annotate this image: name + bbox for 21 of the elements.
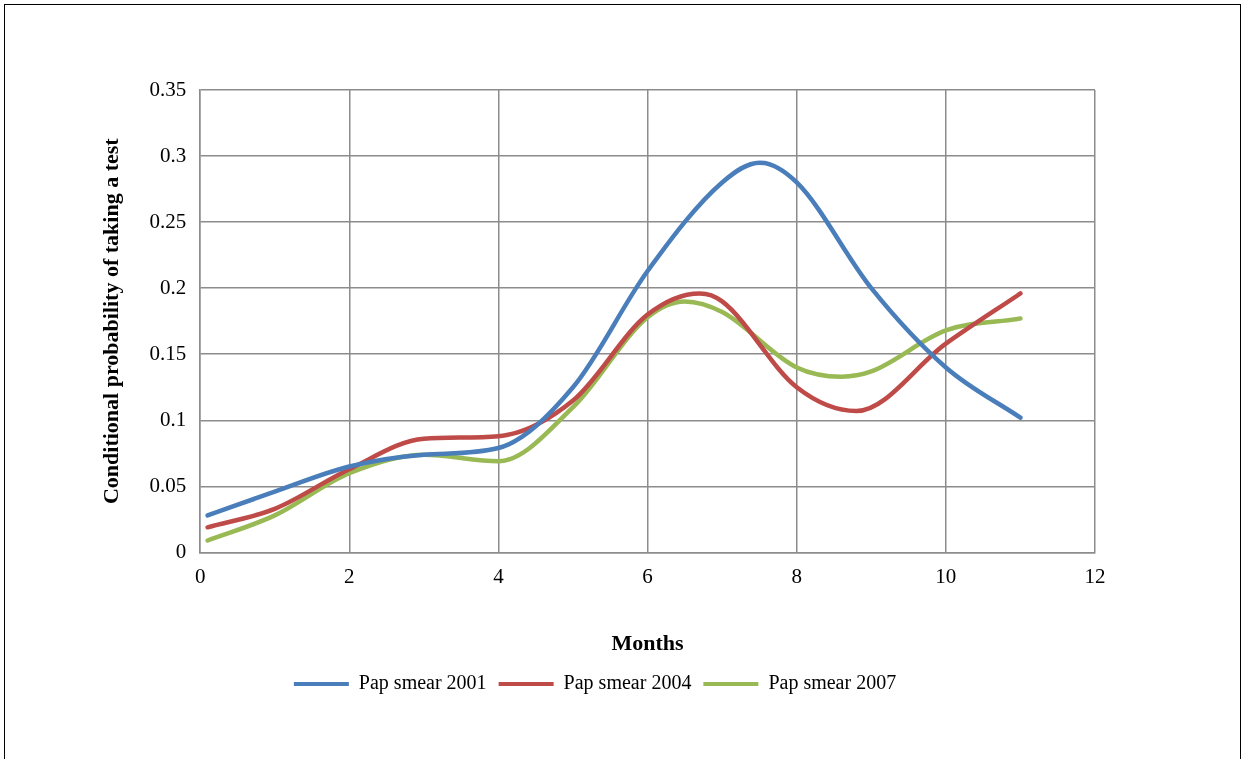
y-tick-label: 0.25: [149, 208, 187, 233]
y-tick-label: 0.2: [159, 274, 187, 299]
y-tick-label: 0: [175, 538, 187, 563]
legend-label: Pap smear 2007: [768, 671, 897, 695]
y-axis-title: Conditional probability of taking a test: [97, 137, 123, 505]
x-tick-label: 8: [791, 563, 802, 588]
line-series: [205, 160, 1023, 518]
x-tick-label: 4: [493, 563, 505, 588]
x-tick-label: 6: [642, 563, 653, 588]
legend-label: Pap smear 2004: [563, 671, 692, 695]
y-tick-label: 0.05: [149, 472, 187, 497]
x-tick-label: 12: [1084, 563, 1106, 588]
y-tick-label: 0.15: [149, 340, 187, 365]
y-tick-label: 0.3: [159, 142, 187, 167]
x-axis-title: Months: [611, 630, 685, 656]
y-tick-label: 0.1: [159, 406, 187, 431]
x-tick-label: 0: [194, 563, 206, 588]
x-tick-label: 10: [935, 563, 957, 588]
legend-label: Pap smear 2001: [358, 671, 487, 695]
y-tick-label: 0.35: [149, 76, 187, 101]
x-tick-label: 2: [344, 563, 355, 588]
